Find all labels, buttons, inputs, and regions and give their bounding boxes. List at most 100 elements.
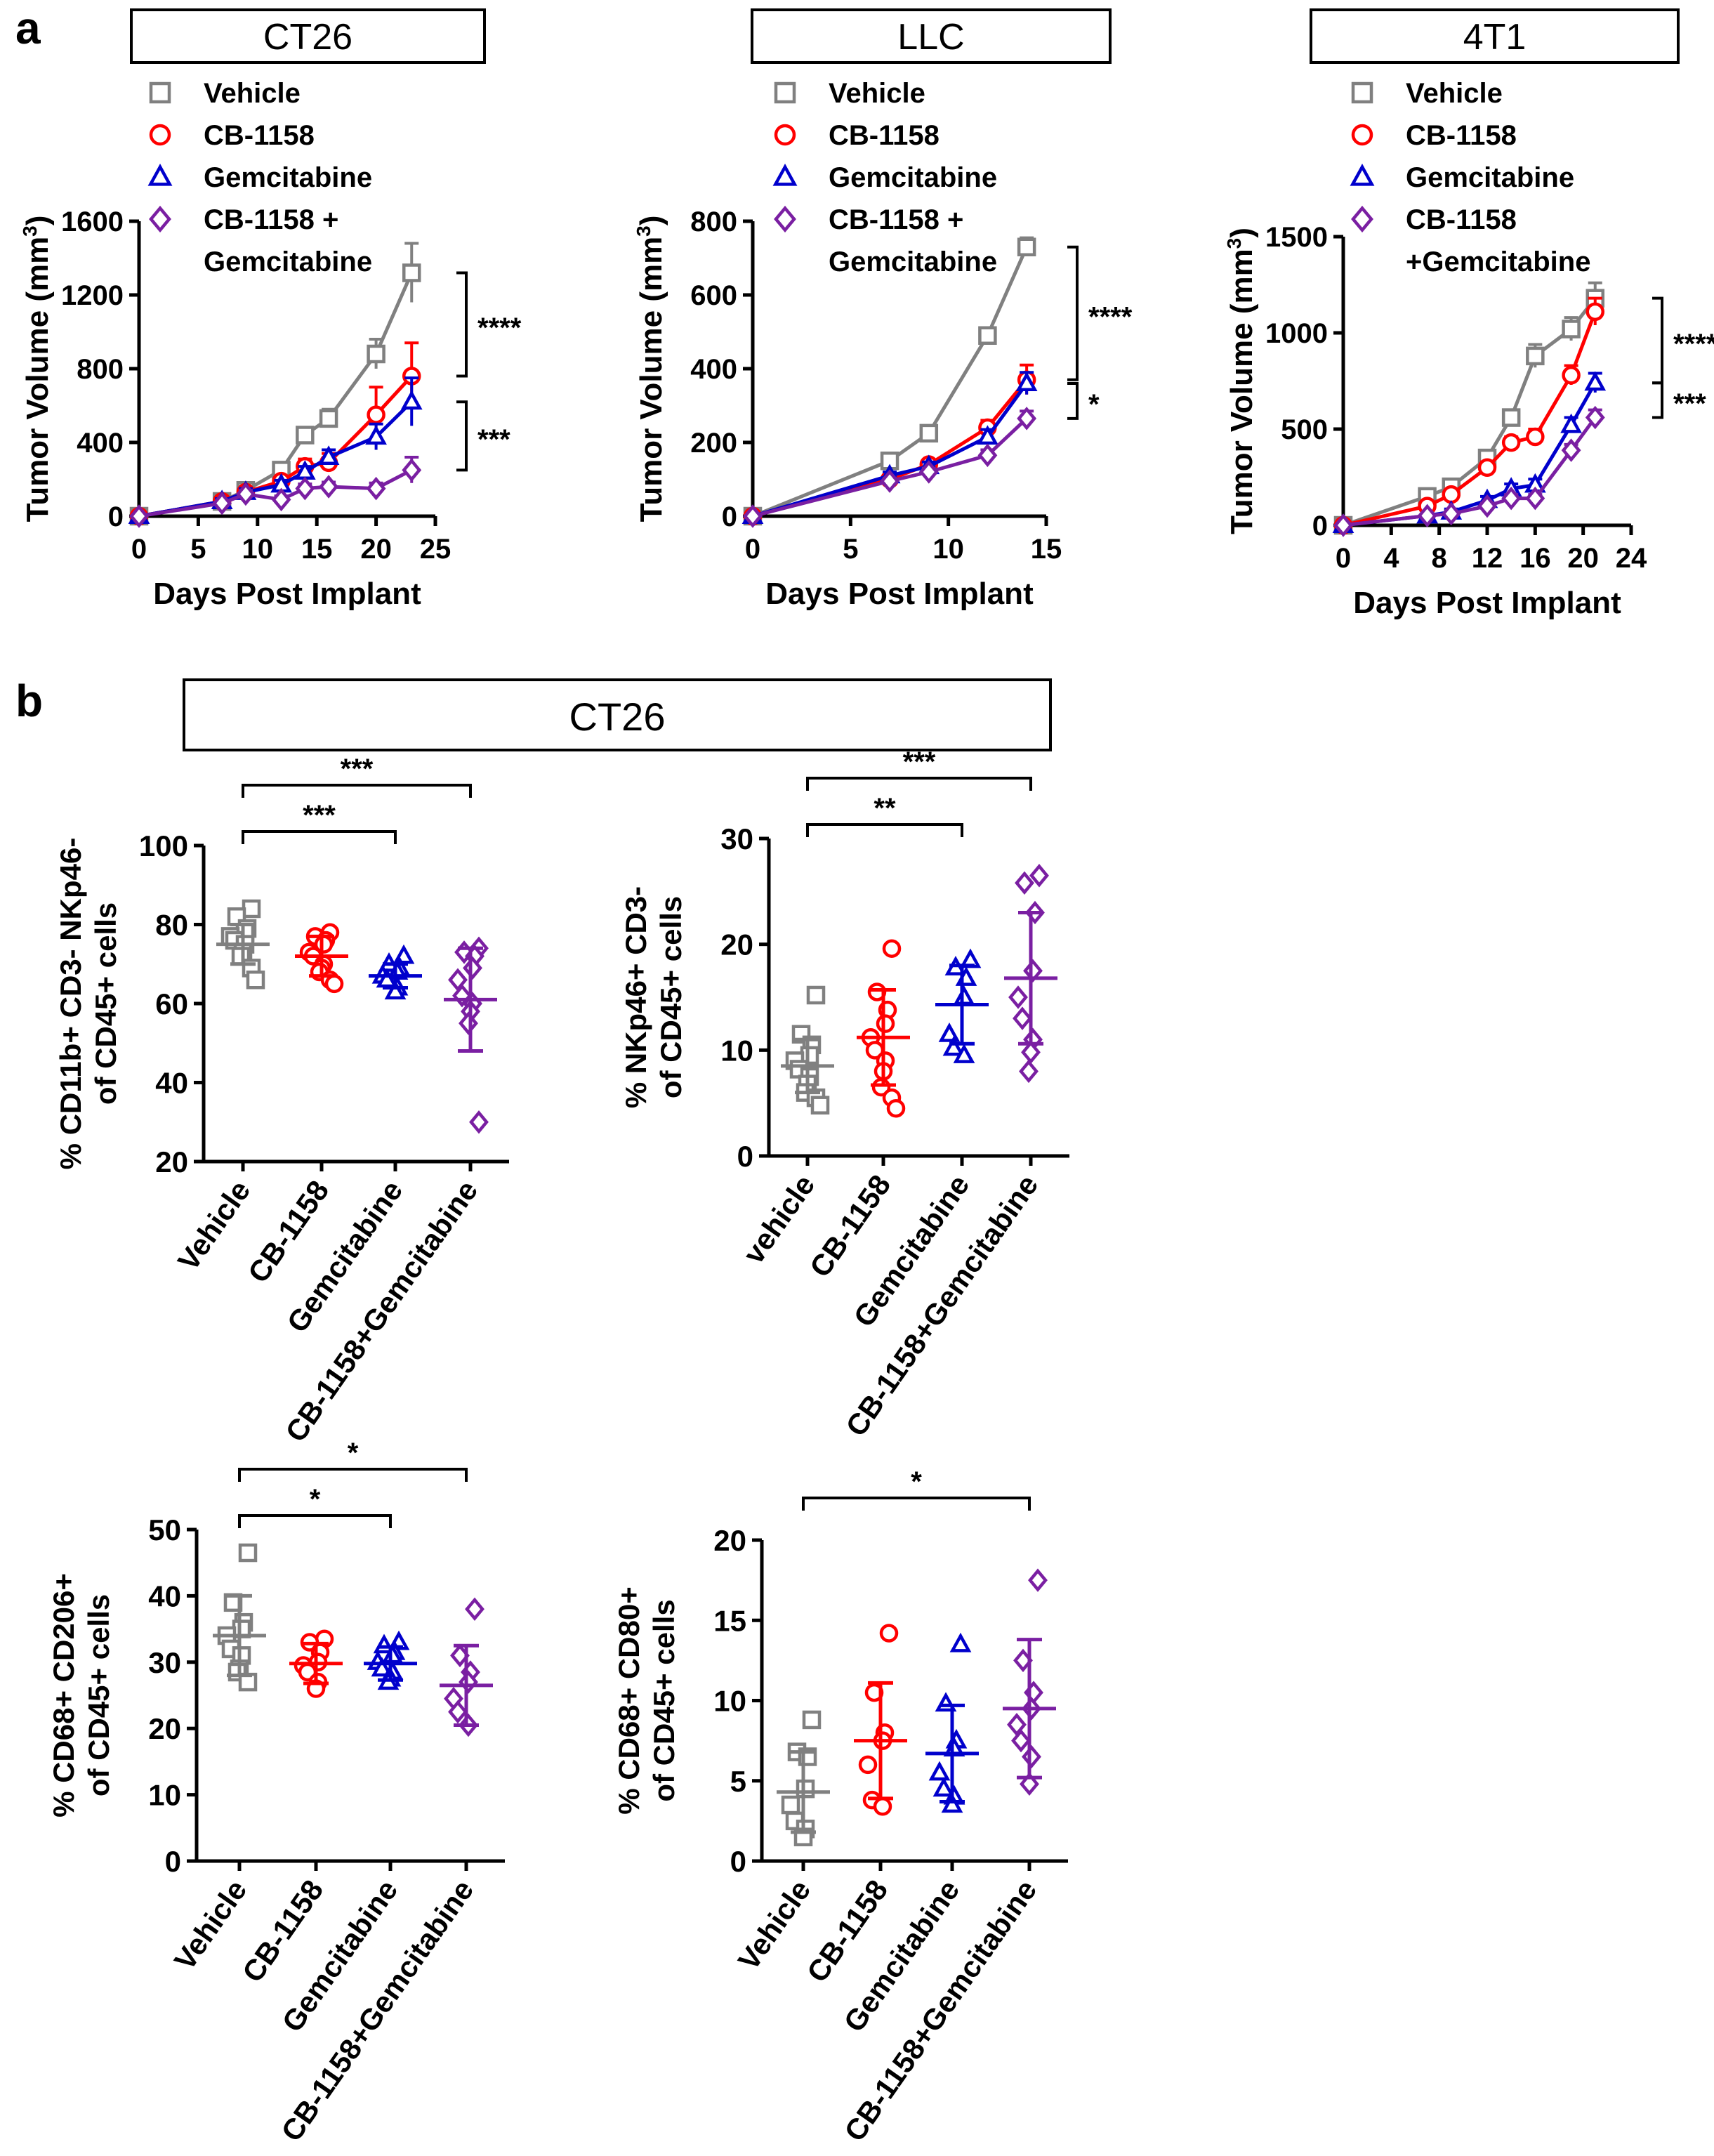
data-point [886, 1098, 906, 1118]
data-point [1008, 985, 1028, 1009]
legend-label: Gemcitabine [204, 162, 372, 193]
data-point [919, 423, 939, 443]
data-point [365, 425, 387, 445]
significance-bracket [802, 1497, 1031, 1511]
significance-bracket [456, 400, 468, 472]
data-point [977, 443, 998, 468]
group-vehicle [777, 1710, 830, 1846]
chart-title-box [130, 8, 486, 64]
series-combo [129, 456, 422, 528]
significance-bracket [1652, 296, 1663, 385]
y-tick-label: 20 [148, 1712, 181, 1745]
chart-title: LLC [897, 17, 964, 58]
significance-label: *** [1673, 388, 1706, 419]
data-point [810, 1096, 830, 1115]
panel-b-label: b [15, 676, 43, 726]
significance-bracket [1652, 381, 1663, 419]
data-point [1019, 1059, 1039, 1084]
significance-label: *** [341, 754, 374, 784]
y-tick-label: 50 [148, 1513, 181, 1546]
y-axis-label: % CD68+ CD206+ [47, 1573, 80, 1818]
x-tick-label: 24 [1616, 543, 1647, 574]
y-tick-label: 0 [108, 501, 124, 532]
group-combo [1003, 1568, 1056, 1796]
y-tick-label: 1500 [1265, 222, 1328, 253]
legend-marker [774, 81, 796, 104]
y-axis-label: of CD45+ cells [82, 1594, 115, 1796]
data-point [1584, 371, 1607, 391]
legend-marker [1351, 205, 1373, 233]
y-tick-label: 1000 [1265, 318, 1328, 349]
data-point [1562, 366, 1581, 385]
group-cb1158 [854, 1624, 907, 1816]
data-point [781, 1795, 800, 1815]
data-point [1525, 486, 1545, 511]
data-point [1015, 871, 1034, 895]
data-point [367, 405, 385, 424]
data-point [319, 409, 338, 428]
significance-bracket [242, 830, 397, 844]
legend-label: Gemcitabine [829, 247, 997, 277]
y-tick-label: 600 [690, 280, 737, 311]
data-point [1017, 237, 1036, 256]
group-vehicle [216, 899, 270, 990]
x-tick-label: 12 [1472, 543, 1503, 574]
y-tick-label: 0 [165, 1845, 181, 1878]
y-tick-label: 10 [713, 1685, 746, 1718]
y-tick-label: 1200 [61, 280, 124, 311]
significance-bracket [456, 271, 468, 378]
data-point [802, 1710, 822, 1730]
data-point [1560, 413, 1582, 433]
category-label: vehicle [737, 1169, 821, 1270]
data-point [1013, 1006, 1032, 1030]
data-point [235, 482, 256, 506]
data-point [384, 980, 407, 1000]
data-point [371, 1657, 393, 1677]
data-point [953, 1044, 975, 1063]
legend-marker [149, 124, 171, 146]
group-combo [440, 1597, 493, 1737]
data-point [1333, 513, 1353, 537]
group-cb1158 [289, 1629, 343, 1698]
data-point [400, 390, 423, 410]
data-point [1585, 405, 1605, 430]
data-point [1586, 302, 1604, 322]
data-point [880, 469, 899, 493]
x-tick-label: 0 [745, 534, 760, 565]
significance-bracket [806, 777, 1032, 791]
significance-bracket [806, 823, 963, 837]
x-tick-label: 15 [1031, 534, 1062, 565]
growth-chart-llc: LLC Vehicle CB-1158 Gemcitabine CB-1158 + Gem… [633, 8, 1133, 611]
y-tick-label: 200 [690, 428, 737, 459]
x-axis-label: Days Post Implant [765, 577, 1034, 611]
data-point [806, 985, 826, 1005]
chart-title: 4T1 [1463, 17, 1527, 58]
y-axis-label: of CD45+ cells [654, 896, 687, 1098]
data-point [465, 1597, 484, 1621]
group-gemcitabine [369, 944, 422, 1000]
y-tick-label: 0 [722, 501, 737, 532]
data-point [402, 458, 422, 482]
data-point [1015, 372, 1038, 392]
y-tick-label: 400 [77, 428, 124, 459]
data-point [296, 426, 315, 445]
y-tick-label: 80 [155, 909, 188, 942]
x-axis-label: Days Post Implant [1353, 586, 1621, 620]
data-point [978, 326, 997, 345]
data-point [941, 1793, 963, 1813]
y-tick-label: 400 [690, 354, 737, 385]
y-axis-label: of CD45+ cells [89, 902, 122, 1105]
y-axis-label: Tumor Volume (mm3) [633, 216, 668, 522]
series-combo [743, 407, 1037, 528]
data-point [796, 1779, 815, 1799]
significance-label: **** [477, 313, 522, 343]
data-point [1526, 427, 1545, 447]
legend-marker [772, 164, 798, 186]
series-vehicle [1333, 281, 1604, 535]
dot-plot-2: 0 10 20 30 % NKp46+ CD3- of CD45+ cells vehicl… [619, 747, 1069, 1442]
data-point [1501, 486, 1522, 511]
data-point [402, 263, 421, 282]
legend-label: CB-1158 [204, 120, 315, 151]
group-vehicle [781, 985, 834, 1115]
